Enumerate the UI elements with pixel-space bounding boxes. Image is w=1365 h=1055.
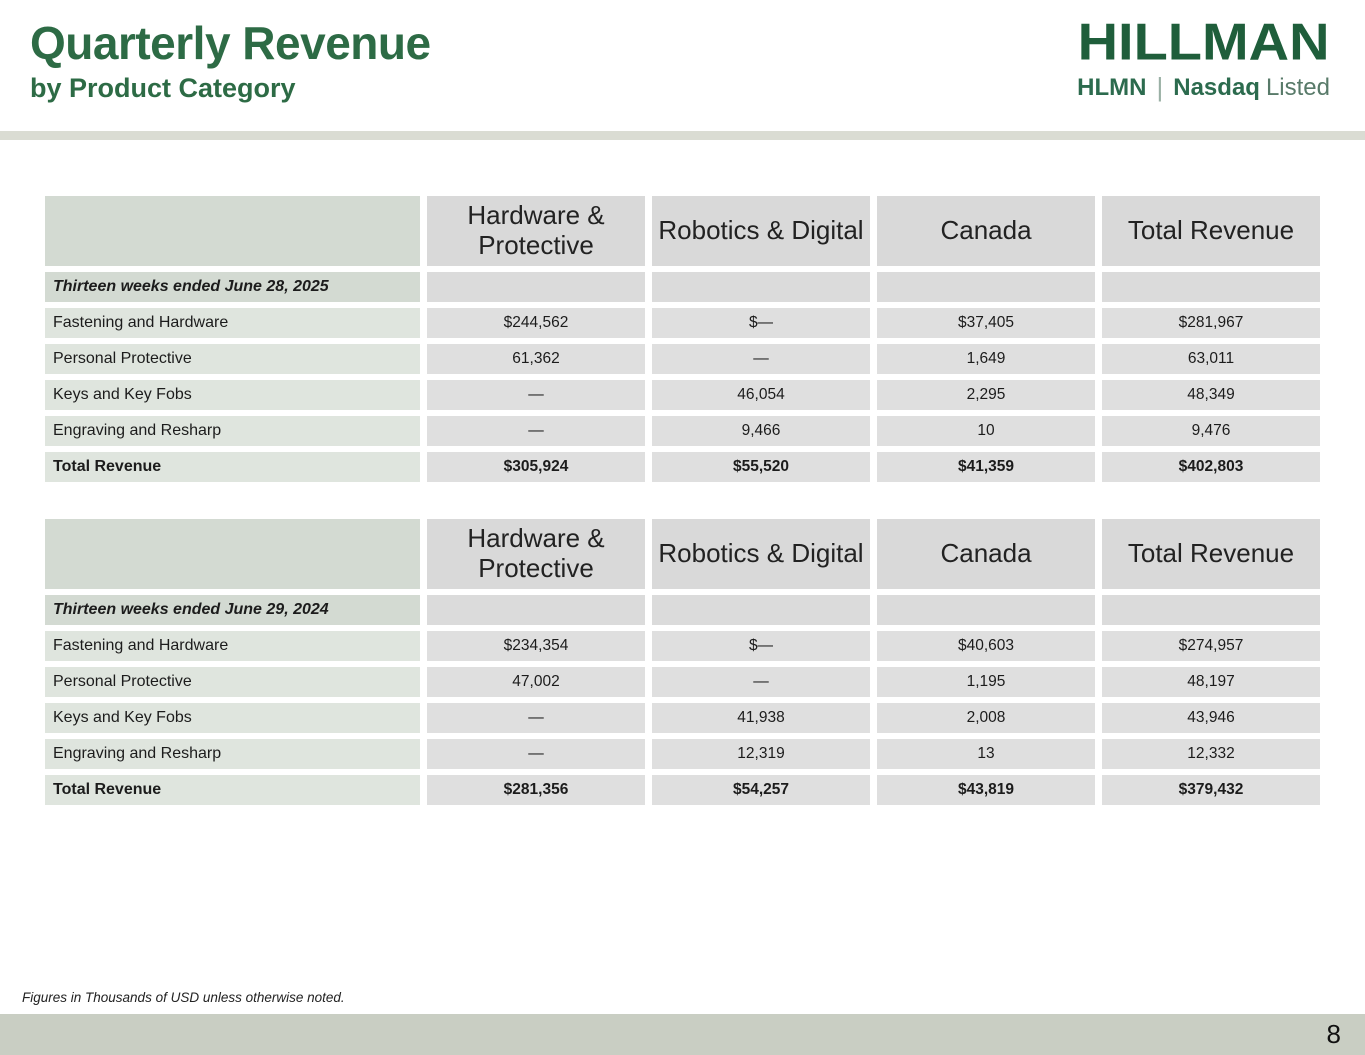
- cell-value: 10: [877, 416, 1095, 446]
- page-title: Quarterly Revenue: [30, 17, 431, 69]
- period-blank-cell: [427, 595, 645, 625]
- cell-value: $—: [652, 631, 870, 661]
- cell-value: 2,008: [877, 703, 1095, 733]
- row-label: Personal Protective: [45, 667, 420, 697]
- cell-value: —: [427, 739, 645, 769]
- row-label: Keys and Key Fobs: [45, 380, 420, 410]
- page-subtitle: by Product Category: [30, 72, 296, 103]
- row-label: Keys and Key Fobs: [45, 703, 420, 733]
- column-header: Total Revenue: [1102, 196, 1320, 266]
- cell-value: $379,432: [1102, 775, 1320, 805]
- cell-value: 1,649: [877, 344, 1095, 374]
- cell-value: 47,002: [427, 667, 645, 697]
- cell-value: 13: [877, 739, 1095, 769]
- column-header-empty: [45, 196, 420, 266]
- row-label: Fastening and Hardware: [45, 308, 420, 338]
- cell-value: $234,354: [427, 631, 645, 661]
- cell-value: $244,562: [427, 308, 645, 338]
- header-divider: [0, 131, 1365, 140]
- period-blank-cell: [877, 595, 1095, 625]
- column-header: Robotics & Digital: [652, 519, 870, 589]
- cell-value: 12,332: [1102, 739, 1320, 769]
- footnote: Figures in Thousands of USD unless other…: [22, 990, 345, 1005]
- column-header: Total Revenue: [1102, 519, 1320, 589]
- cell-value: $40,603: [877, 631, 1095, 661]
- cell-value: $305,924: [427, 452, 645, 482]
- revenue-table-2025: Hardware & Protective Robotics & Digital C…: [45, 196, 1320, 482]
- period-blank-cell: [877, 272, 1095, 302]
- cell-value: $402,803: [1102, 452, 1320, 482]
- slide-header: Quarterly Revenue by Product Category HI…: [0, 0, 1365, 131]
- row-label: Engraving and Resharp: [45, 739, 420, 769]
- cell-value: 2,295: [877, 380, 1095, 410]
- revenue-table-2024: Hardware & Protective Robotics & Digital C…: [45, 519, 1320, 805]
- row-label: Personal Protective: [45, 344, 420, 374]
- column-header: Robotics & Digital: [652, 196, 870, 266]
- period-blank-cell: [652, 595, 870, 625]
- cell-value: $41,359: [877, 452, 1095, 482]
- footer-bar: 8: [0, 1014, 1365, 1055]
- title-block: Quarterly Revenue by Product Category: [30, 18, 431, 104]
- ticker-line: HLMN | Nasdaq Listed: [1077, 72, 1330, 103]
- hillman-wordmark: HILLMAN: [1077, 12, 1330, 71]
- cell-value: —: [427, 416, 645, 446]
- page-number: 8: [1326, 1019, 1341, 1049]
- period-blank-cell: [652, 272, 870, 302]
- row-label: Total Revenue: [45, 452, 420, 482]
- period-blank-cell: [1102, 595, 1320, 625]
- column-header: Canada: [877, 196, 1095, 266]
- cell-value: $54,257: [652, 775, 870, 805]
- cell-value: —: [427, 703, 645, 733]
- cell-value: $37,405: [877, 308, 1095, 338]
- exchange-suffix: Listed: [1265, 73, 1330, 101]
- cell-value: 9,466: [652, 416, 870, 446]
- cell-value: 48,349: [1102, 380, 1320, 410]
- cell-value: —: [652, 667, 870, 697]
- cell-value: 63,011: [1102, 344, 1320, 374]
- period-label: Thirteen weeks ended June 29, 2024: [45, 595, 420, 625]
- column-header: Canada: [877, 519, 1095, 589]
- period-label: Thirteen weeks ended June 28, 2025: [45, 272, 420, 302]
- cell-value: $—: [652, 308, 870, 338]
- cell-value: $281,967: [1102, 308, 1320, 338]
- cell-value: $43,819: [877, 775, 1095, 805]
- cell-value: 61,362: [427, 344, 645, 374]
- hillman-logo: HILLMAN HLMN | Nasdaq Listed: [1077, 14, 1330, 103]
- cell-value: 46,054: [652, 380, 870, 410]
- column-header-empty: [45, 519, 420, 589]
- ticker-separator-icon: |: [1156, 72, 1164, 102]
- tables-area: Hardware & Protective Robotics & Digital C…: [45, 196, 1320, 805]
- period-blank-cell: [427, 272, 645, 302]
- cell-value: 1,195: [877, 667, 1095, 697]
- cell-value: 12,319: [652, 739, 870, 769]
- ticker-symbol: HLMN: [1077, 73, 1147, 101]
- cell-value: $274,957: [1102, 631, 1320, 661]
- row-label: Fastening and Hardware: [45, 631, 420, 661]
- cell-value: $55,520: [652, 452, 870, 482]
- cell-value: $281,356: [427, 775, 645, 805]
- cell-value: —: [427, 380, 645, 410]
- cell-value: 9,476: [1102, 416, 1320, 446]
- row-label: Engraving and Resharp: [45, 416, 420, 446]
- row-label: Total Revenue: [45, 775, 420, 805]
- cell-value: —: [652, 344, 870, 374]
- column-header: Hardware & Protective: [427, 196, 645, 266]
- cell-value: 43,946: [1102, 703, 1320, 733]
- column-header: Hardware & Protective: [427, 519, 645, 589]
- exchange-name: Nasdaq: [1173, 73, 1260, 101]
- cell-value: 48,197: [1102, 667, 1320, 697]
- period-blank-cell: [1102, 272, 1320, 302]
- cell-value: 41,938: [652, 703, 870, 733]
